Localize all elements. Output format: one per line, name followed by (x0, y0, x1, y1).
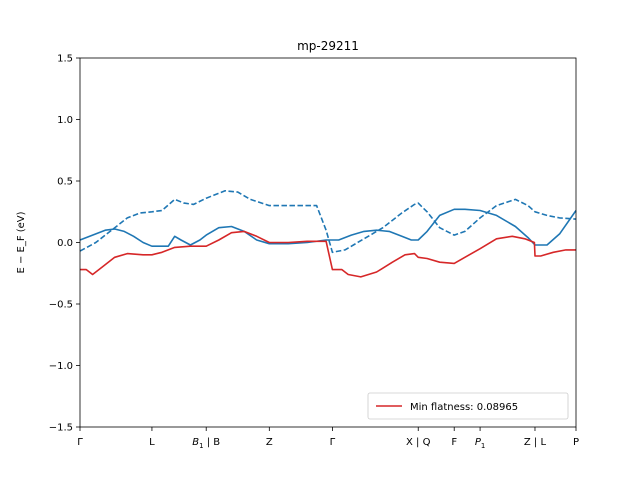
y-tick-label: 0.5 (57, 177, 73, 188)
legend: Min flatness: 0.08965 (367, 392, 569, 420)
y-tick-label: 1.0 (57, 115, 73, 126)
x-tick-label: Z | L (524, 437, 547, 448)
legend-label: Min flatness: 0.08965 (410, 402, 518, 413)
x-tick-label: B1 | B (192, 437, 220, 450)
band-line-1 (79, 208, 577, 247)
y-axis-label: E − E_F (eV) (16, 211, 27, 273)
x-tick-label: Γ (77, 437, 83, 448)
band-line-2 (79, 190, 577, 254)
y-tick-label: −1.5 (49, 423, 73, 434)
x-tick-label: Z (266, 437, 273, 448)
x-tick-label: Γ (330, 437, 336, 448)
y-tick-label: −1.0 (49, 361, 73, 372)
x-tick-label: P (573, 437, 579, 448)
plot-area (79, 190, 577, 278)
band-line-3 (80, 230, 576, 278)
y-tick-label: 0.0 (57, 238, 73, 249)
x-tick-label: P1 (475, 437, 486, 450)
x-tick-label: L (149, 437, 155, 448)
x-tick-label: F (451, 437, 457, 448)
x-tick-label: X | Q (406, 437, 431, 448)
chart-title: mp-29211 (297, 39, 359, 53)
y-tick-label: −0.5 (49, 300, 73, 311)
legend-box (367, 392, 569, 420)
axes: −1.5 −1.0 −0.5 0.0 0.5 1.0 1.5 Γ L B1 | B Z Γ X | Q F… (16, 54, 579, 451)
y-tick-label: 1.5 (57, 54, 73, 65)
